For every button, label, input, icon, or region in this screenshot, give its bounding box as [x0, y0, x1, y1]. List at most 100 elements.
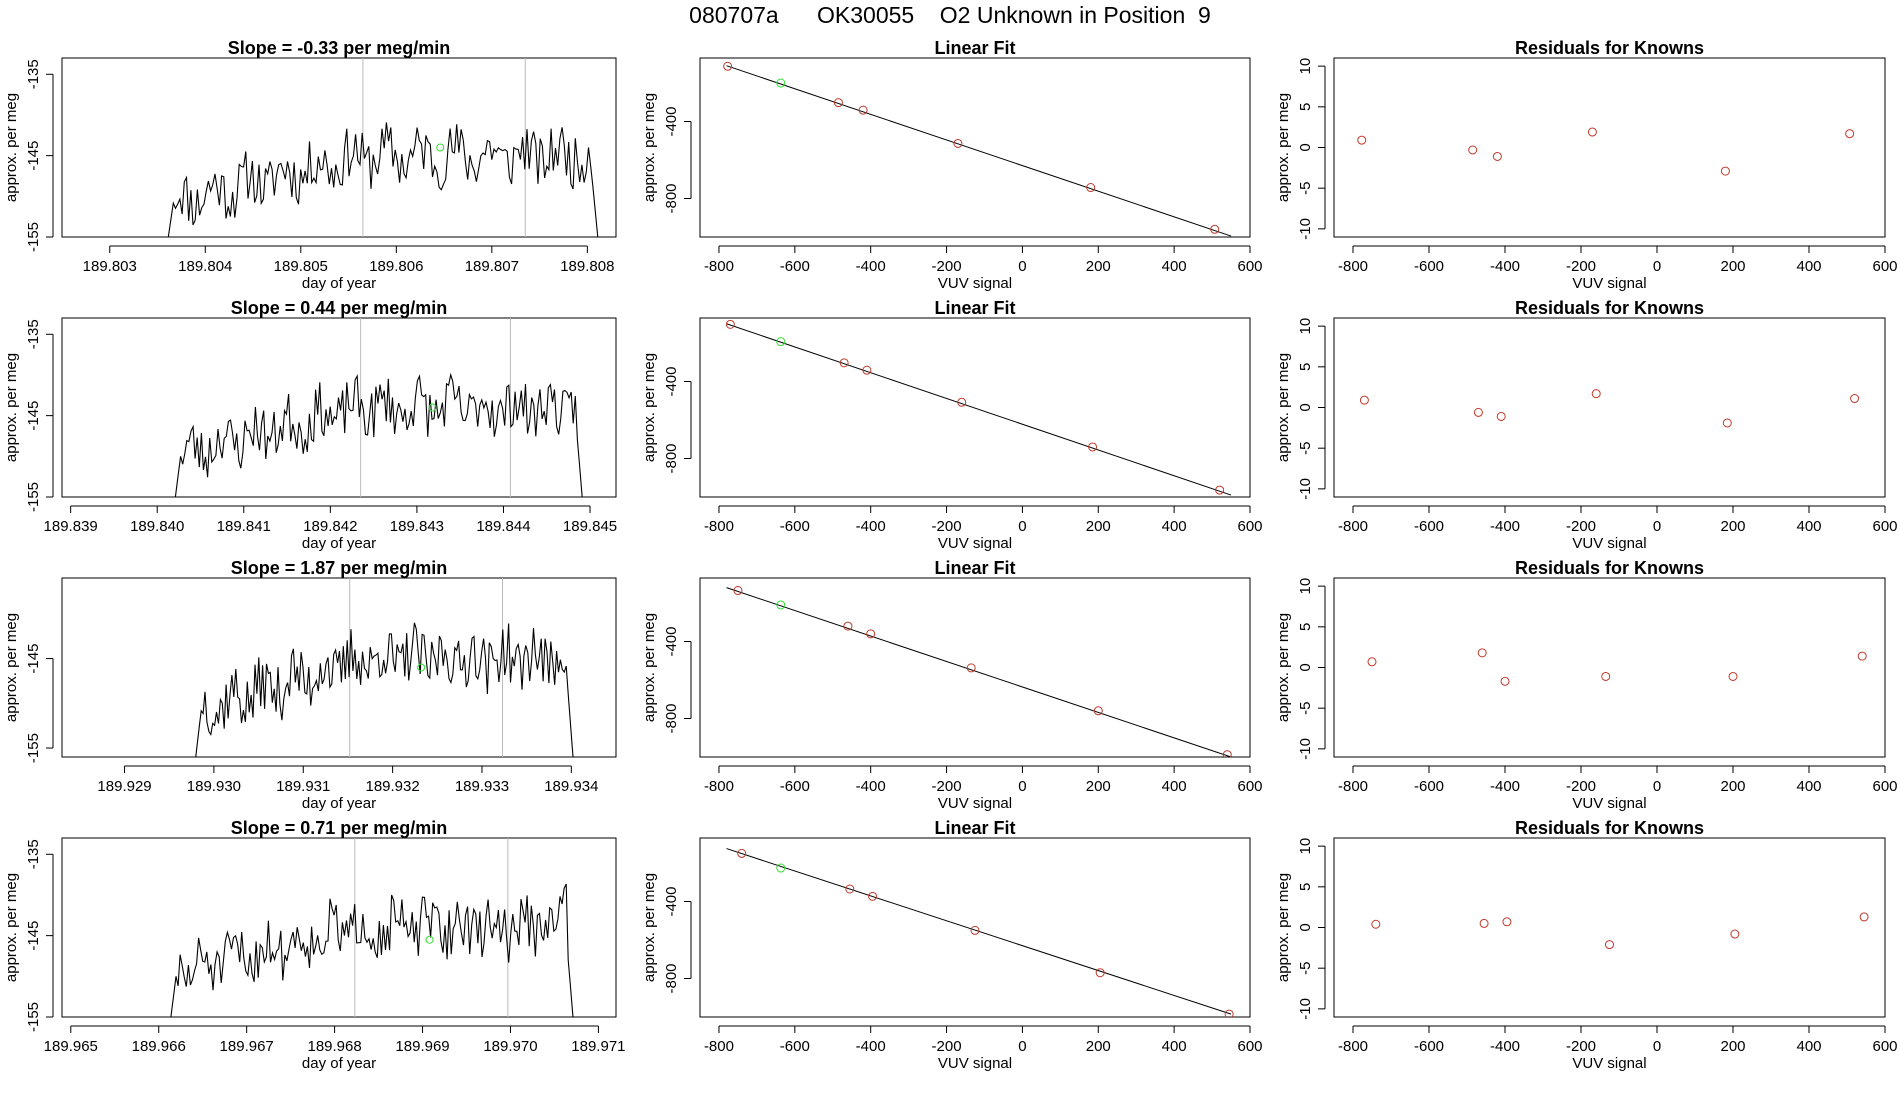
- panel-title: Residuals for Knowns: [1515, 298, 1704, 318]
- plot-area: [167, 58, 599, 237]
- plot-area: [725, 319, 1232, 496]
- panel-title: Linear Fit: [934, 818, 1015, 838]
- known-point: [1601, 671, 1611, 681]
- y-tick-label: -5: [1297, 442, 1314, 455]
- x-tick-label: 200: [1720, 1038, 1745, 1055]
- unknown-sample-marker: [425, 935, 434, 944]
- data-series-line: [170, 883, 574, 1017]
- panel-title: Linear Fit: [934, 298, 1015, 318]
- panel-title: Residuals for Knowns: [1515, 818, 1704, 838]
- x-axis-label: VUV signal: [1572, 275, 1646, 292]
- x-tick-label: 189.968: [307, 1038, 361, 1055]
- x-tick-label: 600: [1872, 518, 1897, 535]
- x-tick-label: 189.804: [178, 258, 232, 275]
- x-tick-label: -800: [1338, 518, 1368, 535]
- x-axis-label: VUV signal: [1572, 535, 1646, 552]
- y-axis-label: approx. per meg: [1275, 353, 1292, 462]
- y-tick-label: -5: [1297, 182, 1314, 195]
- known-point: [1357, 135, 1367, 145]
- plot-area: [726, 848, 1234, 1017]
- unknown-point: [776, 78, 786, 88]
- data-series-line: [195, 622, 574, 757]
- plot-frame: [1333, 577, 1886, 758]
- x-tick-label: 400: [1162, 518, 1187, 535]
- x-tick-label: 189.966: [132, 1038, 186, 1055]
- y-tick-label: -400: [663, 367, 680, 397]
- known-point: [1086, 183, 1096, 193]
- x-tick-label: 189.839: [44, 518, 98, 535]
- x-tick-label: -800: [1338, 1038, 1368, 1055]
- known-point: [1468, 145, 1478, 155]
- panel-title: Slope = 0.71 per meg/min: [231, 818, 448, 838]
- x-tick-label: 0: [1018, 258, 1026, 275]
- known-point: [1367, 657, 1377, 667]
- x-tick-label: 0: [1653, 778, 1661, 795]
- known-point: [1492, 151, 1502, 161]
- y-tick-label: -400: [663, 107, 680, 137]
- known-point: [1222, 750, 1232, 757]
- known-point: [868, 891, 878, 901]
- fit-line: [726, 587, 1232, 757]
- x-tick-label: -800: [704, 518, 734, 535]
- y-axis-label: approx. per meg: [641, 93, 658, 202]
- x-tick-label: 189.807: [465, 258, 519, 275]
- x-tick-label: 600: [1872, 1038, 1897, 1055]
- y-tick-label: -400: [663, 627, 680, 657]
- x-tick-label: 189.844: [476, 518, 530, 535]
- x-tick-label: 0: [1018, 778, 1026, 795]
- x-tick-label: 200: [1720, 258, 1745, 275]
- y-tick-label: -155: [25, 222, 42, 252]
- panel-r4-c3: Residuals for Knowns -800 -600 -400 -200 0 200…: [1275, 818, 1898, 1072]
- x-tick-label: 189.840: [130, 518, 184, 535]
- y-tick-label: -800: [663, 963, 680, 993]
- known-point: [966, 663, 976, 673]
- y-axis-label: approx. per meg: [3, 93, 20, 202]
- plot-area: [170, 838, 574, 1017]
- known-point: [737, 848, 747, 858]
- x-axis-label: day of year: [302, 1055, 376, 1072]
- known-point: [862, 365, 872, 375]
- y-tick-label: -135: [25, 319, 42, 349]
- x-axis-label: day of year: [302, 535, 376, 552]
- y-axis-label: approx. per meg: [1275, 613, 1292, 722]
- panel-title: Linear Fit: [934, 558, 1015, 578]
- panel-title: Residuals for Knowns: [1515, 558, 1704, 578]
- x-tick-label: -400: [1490, 778, 1520, 795]
- y-axis-label: approx. per meg: [641, 353, 658, 462]
- x-tick-label: 200: [1086, 258, 1111, 275]
- known-point: [1215, 485, 1225, 495]
- known-point: [1210, 224, 1220, 234]
- y-tick-label: -145: [25, 401, 42, 431]
- x-tick-label: 200: [1086, 1038, 1111, 1055]
- x-tick-label: 600: [1237, 1038, 1262, 1055]
- x-tick-label: 600: [1872, 778, 1897, 795]
- plot-area: [195, 578, 574, 757]
- x-tick-label: -200: [1566, 258, 1596, 275]
- x-tick-label: 600: [1237, 778, 1262, 795]
- x-tick-label: 189.965: [44, 1038, 98, 1055]
- y-tick-label: -10: [1297, 738, 1314, 760]
- unknown-sample-marker: [436, 143, 445, 152]
- panel-title: Linear Fit: [934, 38, 1015, 58]
- x-tick-label: -600: [1414, 258, 1444, 275]
- y-tick-label: -155: [25, 482, 42, 512]
- known-point: [1587, 127, 1597, 137]
- known-point: [1722, 418, 1732, 428]
- known-point: [1730, 929, 1740, 939]
- data-series-line: [174, 372, 583, 497]
- known-point: [1857, 651, 1867, 661]
- panel-r2-c1: Slope = 0.44 per meg/min 189.839 189.840 18…: [3, 298, 617, 552]
- y-axis-label: approx. per meg: [641, 873, 658, 982]
- x-tick-label: 189.931: [276, 778, 330, 795]
- unknown-point: [776, 337, 786, 347]
- x-tick-label: 189.843: [390, 518, 444, 535]
- known-point: [1850, 394, 1860, 404]
- fit-line: [726, 65, 1232, 237]
- x-tick-label: 189.930: [187, 778, 241, 795]
- known-point: [1359, 395, 1369, 405]
- y-tick-label: -800: [663, 703, 680, 733]
- x-tick-label: -800: [704, 778, 734, 795]
- known-point: [1859, 912, 1869, 922]
- x-tick-label: -600: [780, 258, 810, 275]
- x-tick-label: -400: [856, 1038, 886, 1055]
